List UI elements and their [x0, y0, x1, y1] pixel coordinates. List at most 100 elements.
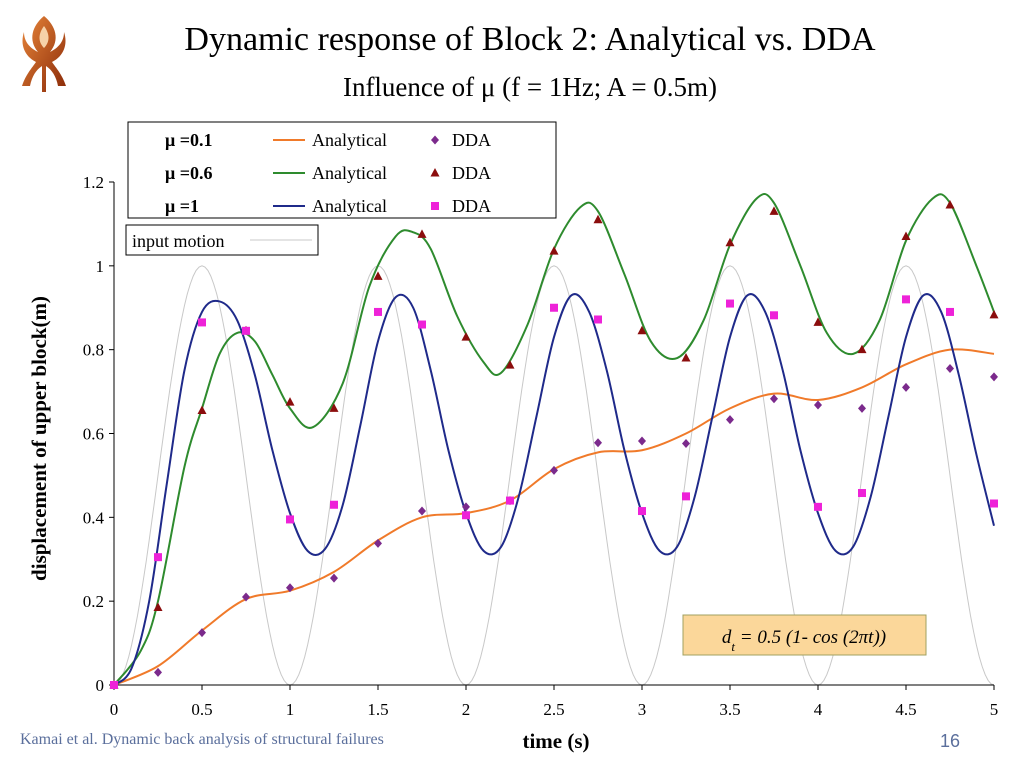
legend-box	[127, 121, 557, 219]
series-analytical-line	[113, 293, 995, 686]
dda-point	[594, 438, 602, 448]
page-number: 16	[940, 731, 961, 751]
y-tick-label: 0.6	[83, 425, 104, 444]
dda-point	[286, 583, 294, 593]
x-tick-label: 4	[814, 700, 823, 719]
dda-point	[637, 325, 647, 335]
dda-point	[198, 628, 206, 638]
dda-point	[418, 506, 426, 516]
legend-marker-swatch	[431, 135, 439, 145]
dda-point	[681, 353, 691, 362]
x-axis-label: time (s)	[522, 729, 589, 753]
formula-box	[682, 614, 927, 656]
dda-point	[594, 315, 602, 324]
dda-point	[813, 317, 823, 326]
y-tick-label: 0.8	[83, 341, 104, 360]
x-tick-label: 3.5	[719, 700, 740, 719]
legend-analytical-label: Analytical	[312, 196, 387, 216]
legend-marker-swatch	[430, 168, 440, 177]
dda-point	[374, 307, 382, 316]
series-input-motion-line	[113, 265, 995, 686]
x-tick-label: 0	[110, 700, 119, 719]
y-axis-label: displacement of upper block(m)	[27, 296, 51, 581]
dda-point	[726, 299, 734, 308]
dda-point	[990, 372, 998, 382]
y-tick-label: 0.4	[83, 508, 105, 527]
legend-mu-label: μ =0.1	[165, 130, 212, 150]
dda-point	[462, 511, 470, 520]
dda-point	[417, 229, 427, 238]
dda-point	[330, 500, 338, 509]
formula-text: dt = 0.5 (1- cos (2πt))	[722, 627, 886, 654]
dda-point	[550, 465, 558, 475]
dda-point	[462, 502, 470, 512]
dda-point	[418, 320, 426, 329]
x-tick-label: 0.5	[191, 700, 212, 719]
dda-point	[198, 318, 206, 327]
dda-point	[330, 573, 338, 583]
dda-point	[286, 515, 294, 524]
y-tick-label: 1.2	[83, 173, 104, 192]
dda-point	[197, 405, 207, 414]
dda-point	[110, 681, 118, 689]
dda-point	[153, 602, 163, 611]
dda-point	[373, 271, 383, 280]
dda-point	[638, 436, 646, 446]
dda-point	[725, 237, 735, 247]
dda-point	[682, 492, 690, 501]
dda-point	[726, 415, 734, 425]
dda-point	[505, 360, 515, 369]
x-tick-label: 3	[638, 700, 647, 719]
dda-point	[902, 382, 910, 392]
x-tick-label: 2.5	[543, 700, 564, 719]
dda-point	[989, 309, 999, 319]
slide-subtitle: Influence of μ (f = 1Hz; A = 0.5m)	[342, 72, 718, 102]
dda-point	[638, 507, 646, 516]
dda-point	[154, 667, 162, 677]
y-tick-label: 0.2	[83, 592, 104, 611]
dda-point	[285, 397, 295, 406]
dda-point	[945, 200, 955, 209]
footer-citation: Kamai et al. Dynamic back analysis of st…	[20, 731, 384, 748]
y-tick-label: 0	[96, 676, 105, 695]
legend-mu-label: μ =1	[165, 196, 199, 216]
dda-point	[858, 489, 866, 498]
x-tick-label: 2	[462, 700, 471, 719]
legend-dda-label: DDA	[452, 163, 491, 183]
dda-point	[329, 403, 339, 412]
dda-point	[506, 496, 514, 505]
dda-point	[858, 403, 866, 413]
dda-point	[549, 246, 559, 255]
dda-point	[769, 206, 779, 215]
legend-mu-label: μ =0.6	[165, 163, 212, 183]
legend-analytical-label: Analytical	[312, 163, 387, 183]
dda-point	[461, 332, 471, 341]
x-tick-label: 5	[990, 700, 999, 719]
dda-point	[550, 303, 558, 312]
legend-dda-label: DDA	[452, 196, 491, 216]
dda-point	[946, 307, 954, 316]
series-analytical-line	[113, 193, 995, 686]
x-tick-label: 1.5	[367, 700, 388, 719]
x-tick-label: 1	[286, 700, 295, 719]
dda-point	[242, 326, 250, 335]
legend-analytical-label: Analytical	[312, 130, 387, 150]
legend-marker-swatch	[431, 202, 439, 210]
dda-point	[154, 553, 162, 562]
x-tick-label: 4.5	[895, 700, 916, 719]
slide-title: Dynamic response of Block 2: Analytical …	[184, 21, 876, 58]
university-logo-icon	[22, 16, 66, 92]
dda-point	[374, 538, 382, 548]
dda-point	[814, 502, 822, 511]
dda-point	[814, 400, 822, 410]
y-tick-label: 1	[96, 257, 105, 276]
dda-point	[902, 295, 910, 304]
dda-point	[990, 499, 998, 508]
dda-point	[770, 311, 778, 320]
dda-point	[593, 214, 603, 224]
dda-point	[901, 231, 911, 240]
legend-dda-label: DDA	[452, 130, 491, 150]
dda-point	[770, 394, 778, 404]
